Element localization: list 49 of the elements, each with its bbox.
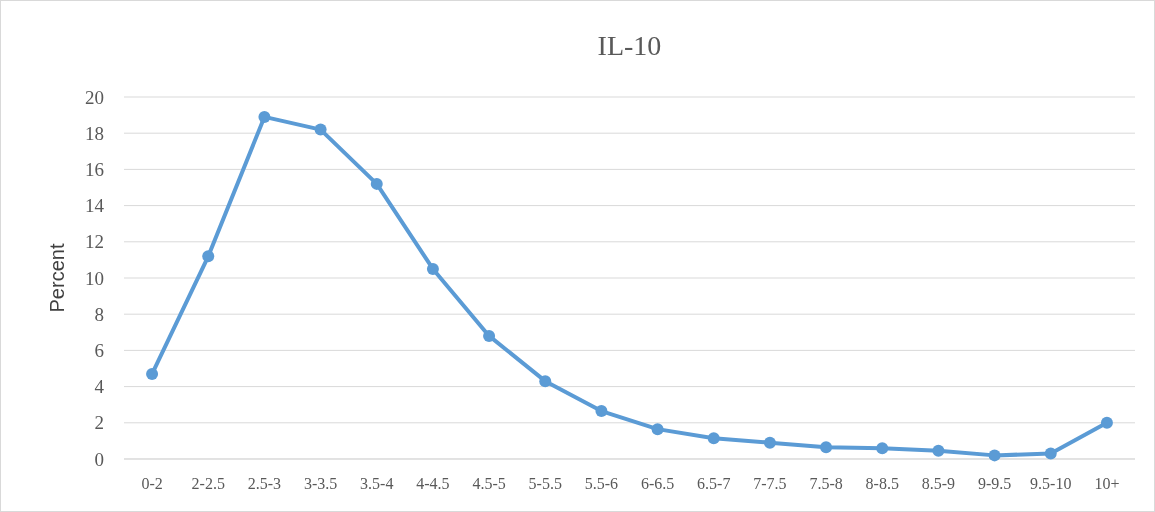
point bbox=[876, 442, 889, 455]
x-tick-label: 4-4.5 bbox=[416, 475, 450, 492]
point bbox=[988, 449, 1001, 462]
x-tick-label: 7.5-8 bbox=[809, 475, 843, 492]
point bbox=[539, 375, 552, 388]
x-tick-label: 2.5-3 bbox=[247, 475, 282, 492]
y-tick-label: 4 bbox=[94, 376, 105, 398]
x-tick-label: 9.5-10 bbox=[1030, 475, 1072, 492]
y-tick-label: 0 bbox=[94, 448, 104, 470]
x-tick-label: 9-9.5 bbox=[977, 475, 1012, 492]
y-tick-label: 20 bbox=[85, 86, 104, 108]
point bbox=[1044, 447, 1057, 460]
y-tick-label: 2 bbox=[94, 412, 104, 434]
x-tick-label: 5-5.5 bbox=[528, 475, 562, 492]
y-tick-label: 14 bbox=[85, 195, 105, 217]
chart-title: IL-10 bbox=[597, 30, 662, 61]
point bbox=[426, 262, 439, 275]
y-tick-label: 6 bbox=[94, 340, 104, 362]
y-tick-label: 16 bbox=[85, 159, 104, 181]
x-tick-label: 4.5-5 bbox=[472, 475, 506, 492]
point bbox=[370, 177, 383, 190]
x-tick-label: 10+ bbox=[1094, 475, 1120, 492]
point bbox=[707, 432, 720, 445]
x-tick-label: 2-2.5 bbox=[191, 475, 225, 492]
y-axis-title: Percent bbox=[46, 243, 68, 313]
x-tick-label: 3-3.5 bbox=[303, 475, 338, 492]
point bbox=[595, 405, 608, 418]
y-tick-label: 18 bbox=[85, 122, 104, 144]
x-tick-label: 8-8.5 bbox=[865, 475, 899, 492]
point bbox=[763, 436, 776, 449]
point bbox=[146, 367, 159, 380]
x-tick-label: 5.5-6 bbox=[584, 475, 619, 492]
point bbox=[314, 123, 327, 136]
point bbox=[1100, 416, 1113, 429]
point bbox=[932, 444, 945, 457]
x-tick-label: 6-6.5 bbox=[640, 475, 675, 492]
y-tick-label: 12 bbox=[85, 231, 104, 253]
x-tick-label: 6.5-7 bbox=[697, 475, 731, 492]
x-tick-label: 3.5-4 bbox=[360, 475, 394, 492]
point bbox=[820, 441, 833, 454]
x-tick-label: 7-7.5 bbox=[753, 475, 787, 492]
y-tick-label: 8 bbox=[94, 303, 104, 325]
point bbox=[651, 423, 664, 436]
x-tick-label: 8.5-9 bbox=[921, 475, 956, 492]
point bbox=[483, 329, 496, 342]
point bbox=[202, 250, 215, 263]
x-tick-label: 0-2 bbox=[141, 475, 163, 492]
y-tick-label: 10 bbox=[85, 267, 104, 289]
point bbox=[258, 110, 271, 123]
